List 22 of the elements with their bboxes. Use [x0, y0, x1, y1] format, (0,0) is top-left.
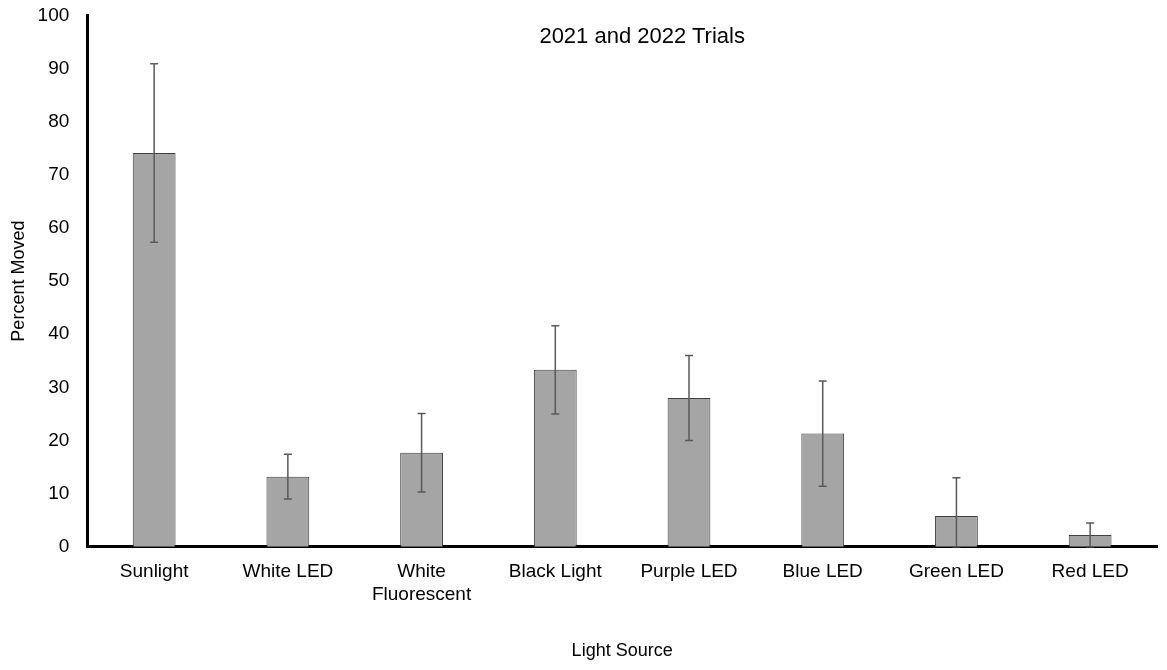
y-tick-label: 10: [48, 481, 70, 503]
y-tick-label: 100: [37, 3, 70, 25]
x-tick-label: Blue LED: [782, 560, 863, 582]
chart-title: 2021 and 2022 Trials: [539, 23, 745, 49]
y-tick-label: 50: [48, 269, 70, 291]
x-tick-label: Red LED: [1051, 560, 1129, 582]
y-tick-label: 70: [48, 163, 70, 185]
y-tick-label: 80: [48, 109, 70, 131]
x-tick-label: Black Light: [508, 560, 603, 582]
y-tick-label: 20: [48, 428, 70, 450]
x-tick-label: White Fluorescent: [371, 560, 472, 605]
y-tick-label: 60: [48, 216, 70, 238]
y-tick-label: 30: [48, 375, 70, 397]
y-axis-title: Percent Moved: [7, 220, 28, 342]
x-tick-label: Purple LED: [640, 560, 738, 582]
x-tick-label: White LED: [242, 560, 334, 582]
x-axis-title: Light Source: [571, 640, 673, 661]
y-tick-label: 90: [48, 56, 70, 78]
y-tick-label: 0: [58, 535, 70, 557]
x-tick-label: Sunlight: [119, 560, 190, 582]
y-tick-label: 40: [48, 322, 70, 344]
x-tick-label: Green LED: [908, 560, 1004, 582]
